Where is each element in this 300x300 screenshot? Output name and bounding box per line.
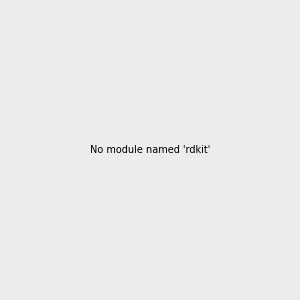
Text: No module named 'rdkit': No module named 'rdkit' <box>90 145 210 155</box>
